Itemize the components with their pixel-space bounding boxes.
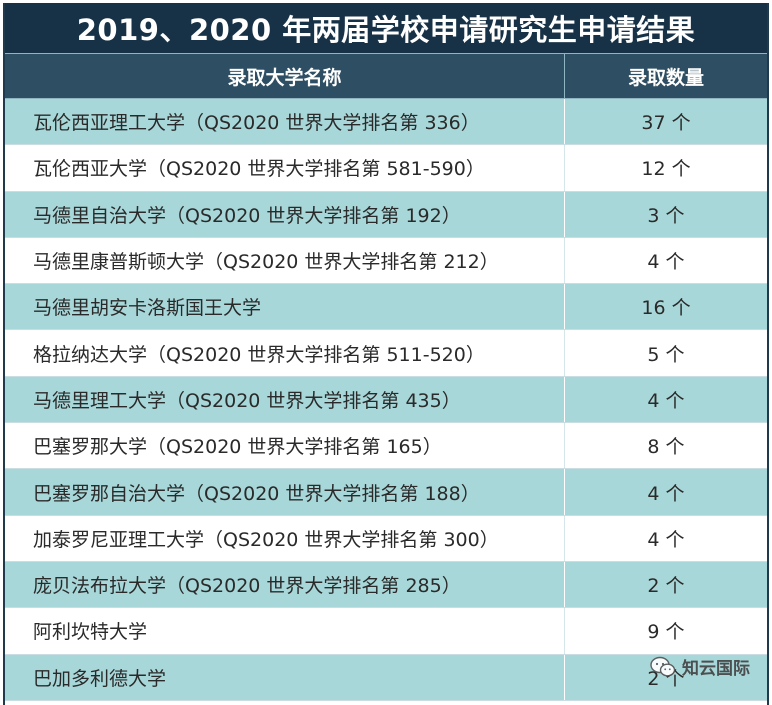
table-header: 录取大学名称 录取数量 [5,53,767,99]
university-name-cell: 巴塞罗那大学（QS2020 世界大学排名第 165） [5,423,565,469]
university-name-cell: 格拉纳达大学（QS2020 世界大学排名第 511-520） [5,330,565,376]
table-row: 阿利坎特大学 9 个 [5,608,767,655]
admission-count-cell: 8 个 [647,436,685,459]
university-name-cell: 巴加多利德大学 [5,654,565,700]
table-row: 格拉纳达大学（QS2020 世界大学排名第 511-520） 5 个 [5,330,767,377]
university-name-cell: 巴塞罗那自治大学（QS2020 世界大学排名第 188） [5,469,565,515]
university-name-cell: 马德里理工大学（QS2020 世界大学排名第 435） [5,376,565,423]
table-row: 马德里自治大学（QS2020 世界大学排名第 192） 3 个 [5,191,767,238]
university-name-cell: 阿利坎特大学 [5,608,565,654]
admission-count-cell: 12 个 [641,158,691,181]
table-row: 瓦伦西亚理工大学（QS2020 世界大学排名第 336） 37 个 [5,99,767,146]
admission-count-cell: 4 个 [647,482,685,505]
university-name-cell: 瓦伦西亚理工大学（QS2020 世界大学排名第 336） [5,99,565,145]
admission-count-cell: 5 个 [647,343,685,366]
university-name-cell: 瓦伦西亚大学（QS2020 世界大学排名第 581-590） [5,145,565,191]
table-row: 马德里胡安卡洛斯国王大学 16 个 [5,284,767,331]
wechat-icon [650,656,676,677]
table-row: 庞贝法布拉大学（QS2020 世界大学排名第 285） 2 个 [5,561,767,609]
university-name-cell: 马德里康普斯顿大学（QS2020 世界大学排名第 212） [5,237,565,284]
results-table-frame: 2019、2020 年两届学校申请研究生申请结果 录取大学名称 录取数量 瓦伦西… [3,3,769,705]
admission-count-cell: 2 个 [647,575,685,598]
table-row: 巴塞罗那大学（QS2020 世界大学排名第 165） 8 个 [5,423,767,470]
table-row: 马德里理工大学（QS2020 世界大学排名第 435） 4 个 [5,376,767,424]
table-row: 巴塞罗那自治大学（QS2020 世界大学排名第 188） 4 个 [5,469,767,516]
admission-count-cell: 3 个 [647,204,685,227]
university-name-cell: 马德里胡安卡洛斯国王大学 [5,284,565,330]
admission-count-cell: 16 个 [641,297,691,320]
university-name-cell: 加泰罗尼亚理工大学（QS2020 世界大学排名第 300） [5,515,565,561]
admission-count-cell: 4 个 [647,389,685,412]
table-body: 瓦伦西亚理工大学（QS2020 世界大学排名第 336） 37 个 瓦伦西亚大学… [5,99,767,701]
page-title: 2019、2020 年两届学校申请研究生申请结果 [76,13,696,47]
university-name-cell: 马德里自治大学（QS2020 世界大学排名第 192） [5,191,565,237]
admission-count-cell: 4 个 [647,528,685,551]
table-row: 瓦伦西亚大学（QS2020 世界大学排名第 581-590） 12 个 [5,145,767,192]
header-admission-count: 录取数量 [627,66,704,89]
university-name-cell: 庞贝法布拉大学（QS2020 世界大学排名第 285） [5,561,565,608]
watermark: 知云国际 [650,654,750,679]
table-row: 巴加多利德大学 2 个 [5,654,767,701]
watermark-text: 知云国际 [682,659,750,679]
admission-count-cell: 9 个 [647,621,685,644]
header-university-name: 录取大学名称 [5,54,565,98]
admission-count-cell: 37 个 [641,112,691,135]
table-row: 马德里康普斯顿大学（QS2020 世界大学排名第 212） 4 个 [5,237,767,285]
admission-count-cell: 2 个 [647,667,685,690]
table-row: 加泰罗尼亚理工大学（QS2020 世界大学排名第 300） 4 个 [5,515,767,562]
title-bar: 2019、2020 年两届学校申请研究生申请结果 [5,3,767,53]
admission-count-cell: 4 个 [647,251,685,274]
